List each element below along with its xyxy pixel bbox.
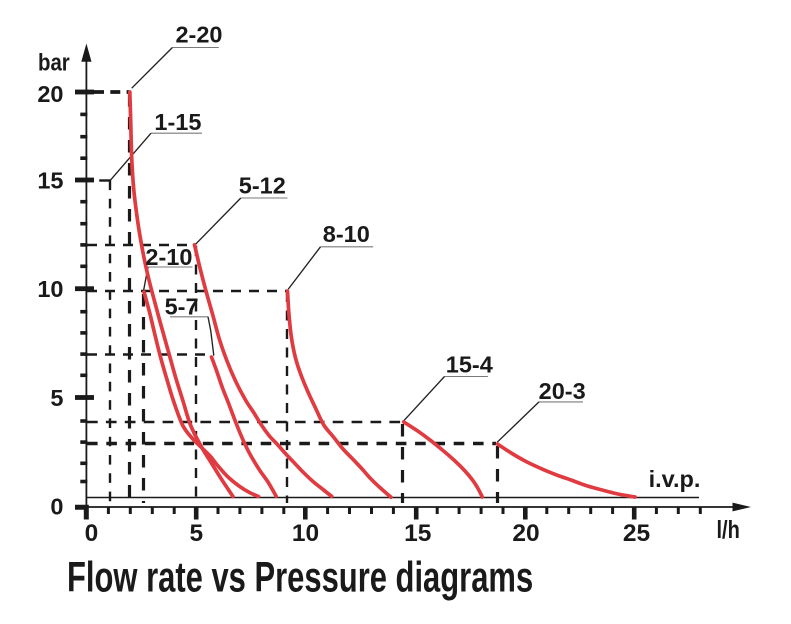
svg-text:0: 0 [50, 494, 63, 520]
svg-text:20: 20 [512, 520, 539, 547]
svg-text:25: 25 [623, 520, 650, 547]
svg-text:5: 5 [50, 385, 63, 411]
svg-text:l/h: l/h [717, 516, 740, 544]
svg-text:15: 15 [404, 520, 431, 547]
svg-text:20: 20 [37, 81, 63, 107]
svg-text:2-20: 2-20 [175, 22, 222, 48]
svg-text:5-12: 5-12 [239, 173, 286, 199]
svg-text:20-3: 20-3 [539, 378, 586, 404]
svg-text:0: 0 [85, 520, 99, 547]
svg-text:8-10: 8-10 [323, 221, 370, 247]
svg-text:5: 5 [189, 520, 203, 547]
svg-text:5-7: 5-7 [165, 294, 199, 320]
svg-text:i.v.p.: i.v.p. [649, 466, 701, 492]
svg-text:15-4: 15-4 [446, 352, 493, 378]
svg-text:2-10: 2-10 [145, 244, 192, 270]
svg-text:10: 10 [292, 520, 319, 547]
svg-text:bar: bar [38, 49, 70, 76]
svg-text:1-15: 1-15 [154, 109, 201, 135]
svg-text:15: 15 [37, 168, 63, 194]
svg-text:10: 10 [37, 276, 63, 302]
svg-text:Flow rate vs Pressure diagrams: Flow rate vs Pressure diagrams [67, 552, 533, 600]
